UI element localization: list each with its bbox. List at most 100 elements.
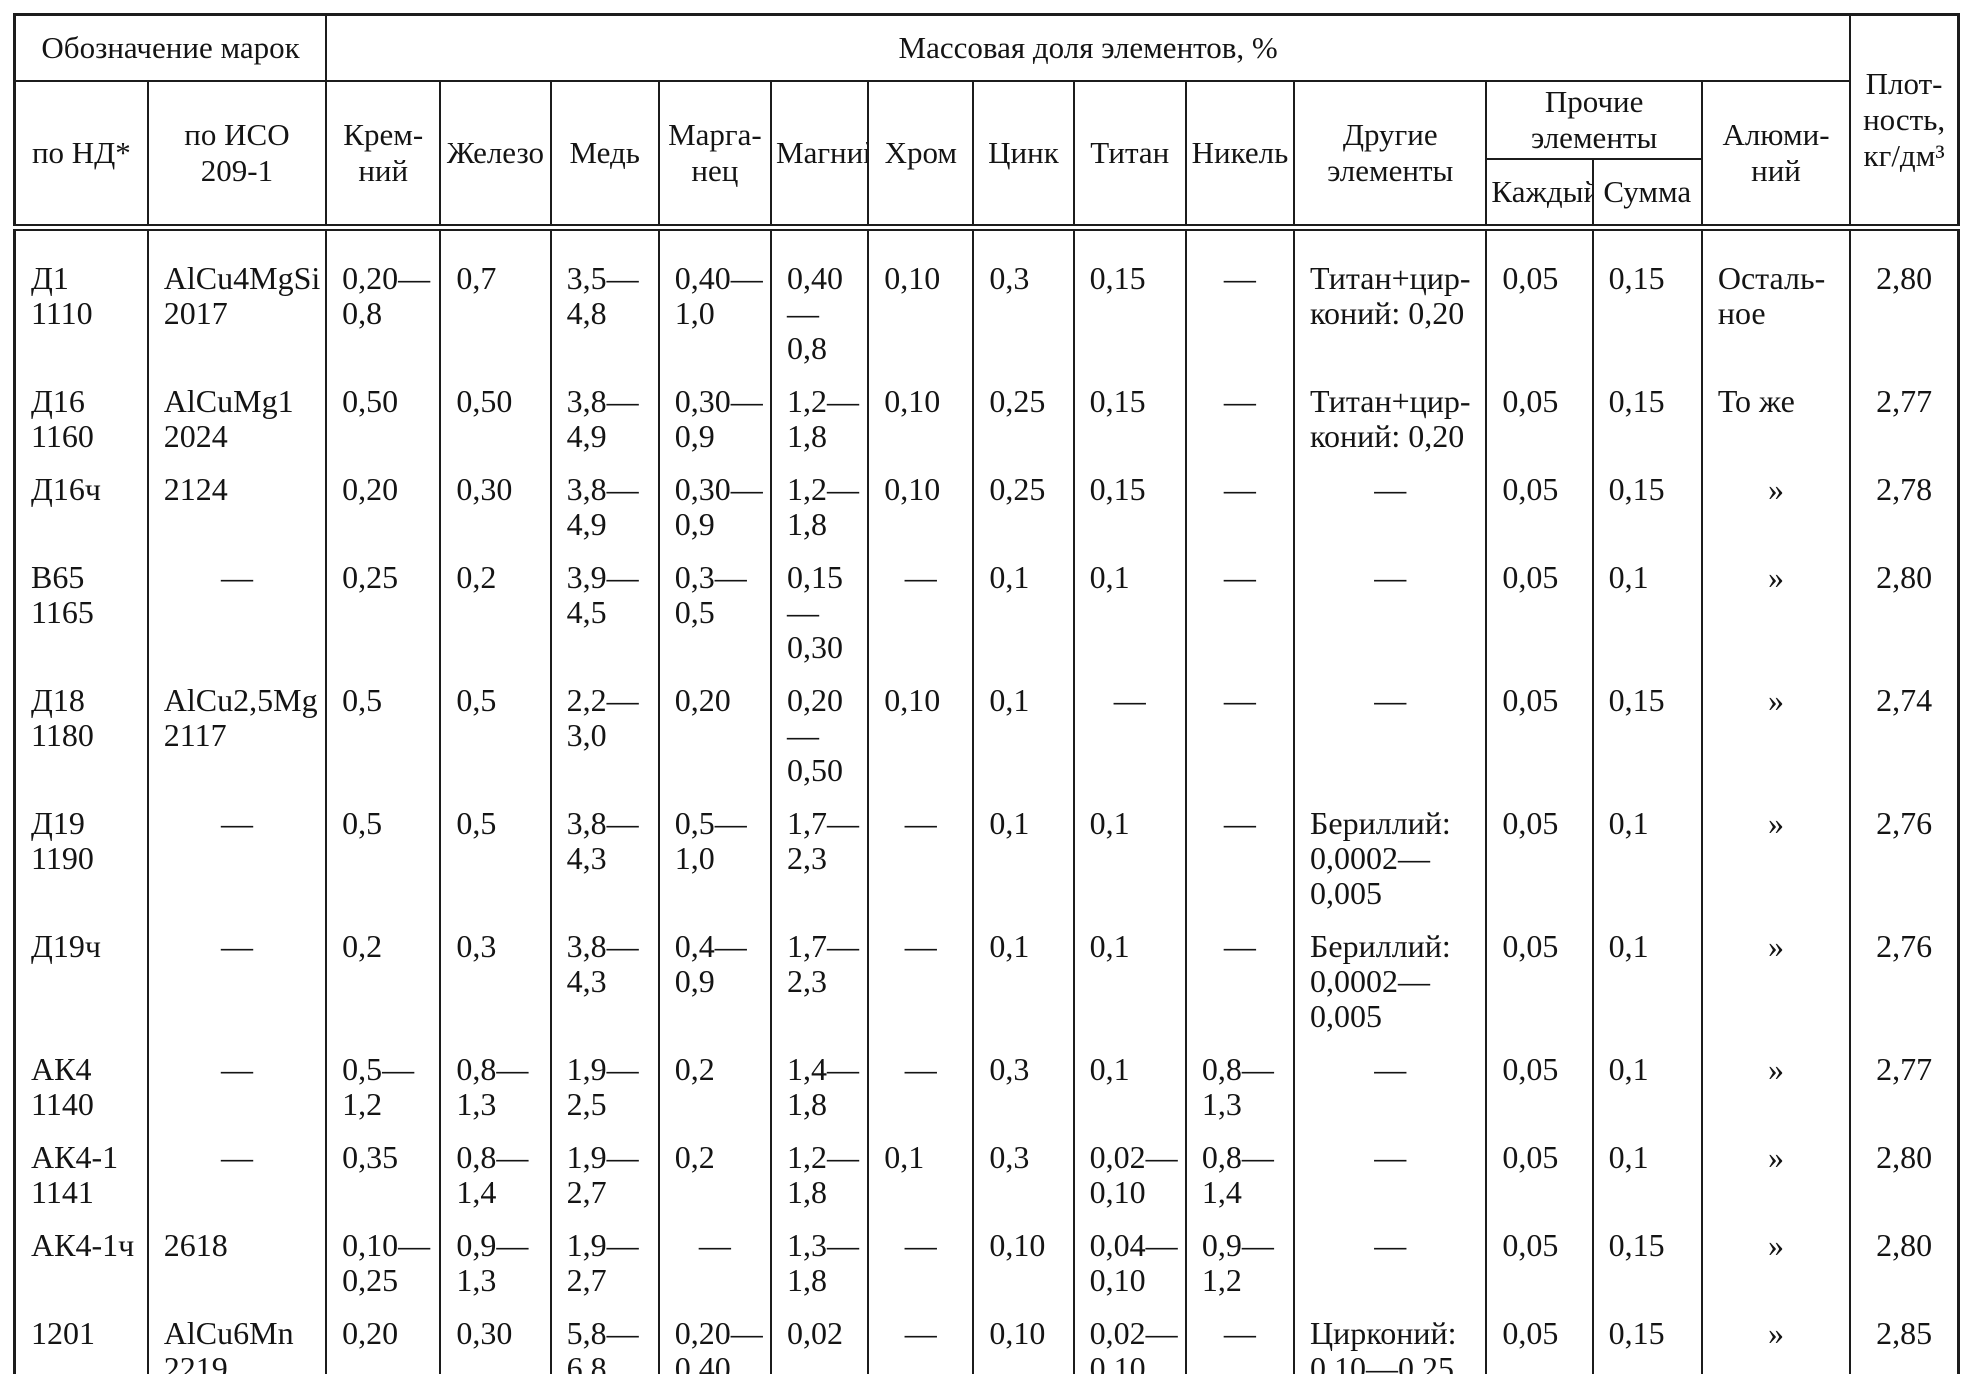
cell-zinc: 0,25 — [972, 372, 1075, 460]
cell-aluminium: То же — [1700, 372, 1852, 460]
cell-rest-each: 0,05 — [1485, 917, 1594, 1040]
cell-other-elements: — — [1293, 671, 1488, 794]
cell-manganese: 0,2 — [657, 1040, 773, 1128]
cell-chromium: — — [867, 917, 975, 1040]
cell-rest-sum: 0,1 — [1591, 548, 1703, 671]
cell-magnesium: 1,4— 1,8 — [769, 1040, 870, 1128]
header-rest-elements-group: Прочие элементы — [1485, 80, 1703, 160]
cell-nickel: — — [1184, 227, 1296, 372]
cell-aluminium: » — [1700, 794, 1852, 917]
cell-titanium: 0,15 — [1072, 227, 1187, 372]
cell-nickel: — — [1184, 460, 1296, 548]
table-row: Д19ч —0,2 0,3 3,8— 4,3 0,4— 0,9 1,7— 2,3—0,1 0… — [13, 917, 1960, 1040]
cell-magnesium: 0,15— 0,30 — [769, 548, 870, 671]
cell-density: 2,78 — [1849, 460, 1960, 548]
header-silicon: Крем- ний — [325, 80, 442, 229]
cell-iron: 0,8— 1,4 — [439, 1128, 552, 1216]
cell-titanium: 0,1 — [1072, 1040, 1187, 1128]
cell-manganese: 0,2 — [657, 1128, 773, 1216]
cell-aluminium: » — [1700, 1216, 1852, 1304]
cell-silicon: 0,2 — [325, 917, 442, 1040]
cell-zinc: 0,1 — [972, 548, 1075, 671]
cell-magnesium: 1,3— 1,8 — [769, 1216, 870, 1304]
cell-mark-nd: АК4 1140 — [13, 1040, 149, 1128]
cell-magnesium: 0,20— 0,50 — [769, 671, 870, 794]
cell-manganese: 0,40— 1,0 — [657, 227, 773, 372]
cell-density: 2,77 — [1849, 372, 1960, 460]
cell-iron: 0,3 — [439, 917, 552, 1040]
cell-titanium: 0,02— 0,10 — [1072, 1128, 1187, 1216]
cell-silicon: 0,20 — [325, 1304, 442, 1374]
cell-chromium: 0,1 — [867, 1128, 975, 1216]
table-row: Д1 1110 AlCu4MgSi 2017 0,20— 0,8 0,7 3,5— 4,… — [13, 227, 1960, 372]
cell-iron: 0,30 — [439, 460, 552, 548]
cell-density: 2,80 — [1849, 548, 1960, 671]
table-row: АК4-1 1141—0,35 0,8— 1,4 1,9— 2,7 0,2 1,2— 1… — [13, 1128, 1960, 1216]
cell-mark-iso: AlCu2,5Mg 2117 — [146, 671, 328, 794]
cell-copper: 3,8— 4,3 — [549, 917, 660, 1040]
header-marks-group: Обозначение марок — [13, 13, 328, 82]
cell-other-elements: Цирконий: 0,10—0,25 Ванадий: 0,05—0,15 — [1293, 1304, 1488, 1374]
header-zinc: Цинк — [972, 80, 1075, 229]
cell-mark-iso: 2618 — [146, 1216, 328, 1304]
table-row: АК4-1ч 2618 0,10— 0,25 0,9— 1,3 1,9— 2,7—1,3… — [13, 1216, 1960, 1304]
cell-titanium: — — [1072, 671, 1187, 794]
cell-manganese: 0,5— 1,0 — [657, 794, 773, 917]
cell-rest-each: 0,05 — [1485, 227, 1594, 372]
cell-chromium: — — [867, 548, 975, 671]
cell-chromium: 0,10 — [867, 372, 975, 460]
cell-magnesium: 1,2— 1,8 — [769, 372, 870, 460]
cell-aluminium: » — [1700, 460, 1852, 548]
cell-other-elements: — — [1293, 1128, 1488, 1216]
cell-iron: 0,30 — [439, 1304, 552, 1374]
cell-iron: 0,9— 1,3 — [439, 1216, 552, 1304]
cell-mark-iso: 2124 — [146, 460, 328, 548]
cell-other-elements: Бериллий: 0,0002— 0,005 — [1293, 917, 1488, 1040]
header-nickel: Никель — [1184, 80, 1296, 229]
cell-mark-iso: — — [146, 794, 328, 917]
cell-mark-iso: — — [146, 548, 328, 671]
cell-mark-nd: Д16 1160 — [13, 372, 149, 460]
cell-density: 2,80 — [1849, 1216, 1960, 1304]
header-copper: Медь — [549, 80, 660, 229]
cell-titanium: 0,1 — [1072, 917, 1187, 1040]
header-manganese: Марга- нец — [657, 80, 773, 229]
cell-nickel: — — [1184, 671, 1296, 794]
header-mass-fraction-group: Массовая доля элементов, % — [325, 13, 1852, 82]
cell-aluminium: » — [1700, 1128, 1852, 1216]
cell-manganese: 0,4— 0,9 — [657, 917, 773, 1040]
cell-mark-nd: Д19ч — [13, 917, 149, 1040]
cell-other-elements: Титан+цир- коний: 0,20 — [1293, 372, 1488, 460]
cell-mark-iso: — — [146, 917, 328, 1040]
cell-nickel: 0,8— 1,4 — [1184, 1128, 1296, 1216]
cell-nickel: 0,8— 1,3 — [1184, 1040, 1296, 1128]
cell-rest-each: 0,05 — [1485, 548, 1594, 671]
cell-copper: 1,9— 2,7 — [549, 1216, 660, 1304]
cell-mark-nd: Д16ч — [13, 460, 149, 548]
table-row: В65 1165—0,25 0,2 3,9— 4,5 0,3— 0,5 0,15— 0,… — [13, 548, 1960, 671]
cell-silicon: 0,5 — [325, 794, 442, 917]
cell-mark-iso: AlCu4MgSi 2017 — [146, 227, 328, 372]
cell-mark-iso: AlCuMg1 2024 — [146, 372, 328, 460]
cell-aluminium: » — [1700, 1304, 1852, 1374]
cell-iron: 0,2 — [439, 548, 552, 671]
cell-zinc: 0,3 — [972, 1040, 1075, 1128]
cell-mark-iso: — — [146, 1128, 328, 1216]
table-row: 1201 AlCu6Mn 2219 0,20 0,30 5,8— 6,8 0,20— 0,… — [13, 1304, 1960, 1374]
header-nd: по НД* — [13, 80, 149, 229]
header-rest-each: Каждый — [1485, 158, 1594, 229]
cell-rest-sum: 0,15 — [1591, 227, 1703, 372]
cell-manganese: 0,30— 0,9 — [657, 372, 773, 460]
cell-iron: 0,5 — [439, 671, 552, 794]
cell-zinc: 0,25 — [972, 460, 1075, 548]
cell-density: 2,76 — [1849, 794, 1960, 917]
cell-copper: 3,5— 4,8 — [549, 227, 660, 372]
cell-nickel: — — [1184, 1304, 1296, 1374]
cell-silicon: 0,5— 1,2 — [325, 1040, 442, 1128]
cell-other-elements: — — [1293, 1040, 1488, 1128]
cell-manganese: 0,30— 0,9 — [657, 460, 773, 548]
cell-iron: 0,7 — [439, 227, 552, 372]
header-other-elements: Другие элементы — [1293, 80, 1488, 229]
cell-density: 2,80 — [1849, 1128, 1960, 1216]
